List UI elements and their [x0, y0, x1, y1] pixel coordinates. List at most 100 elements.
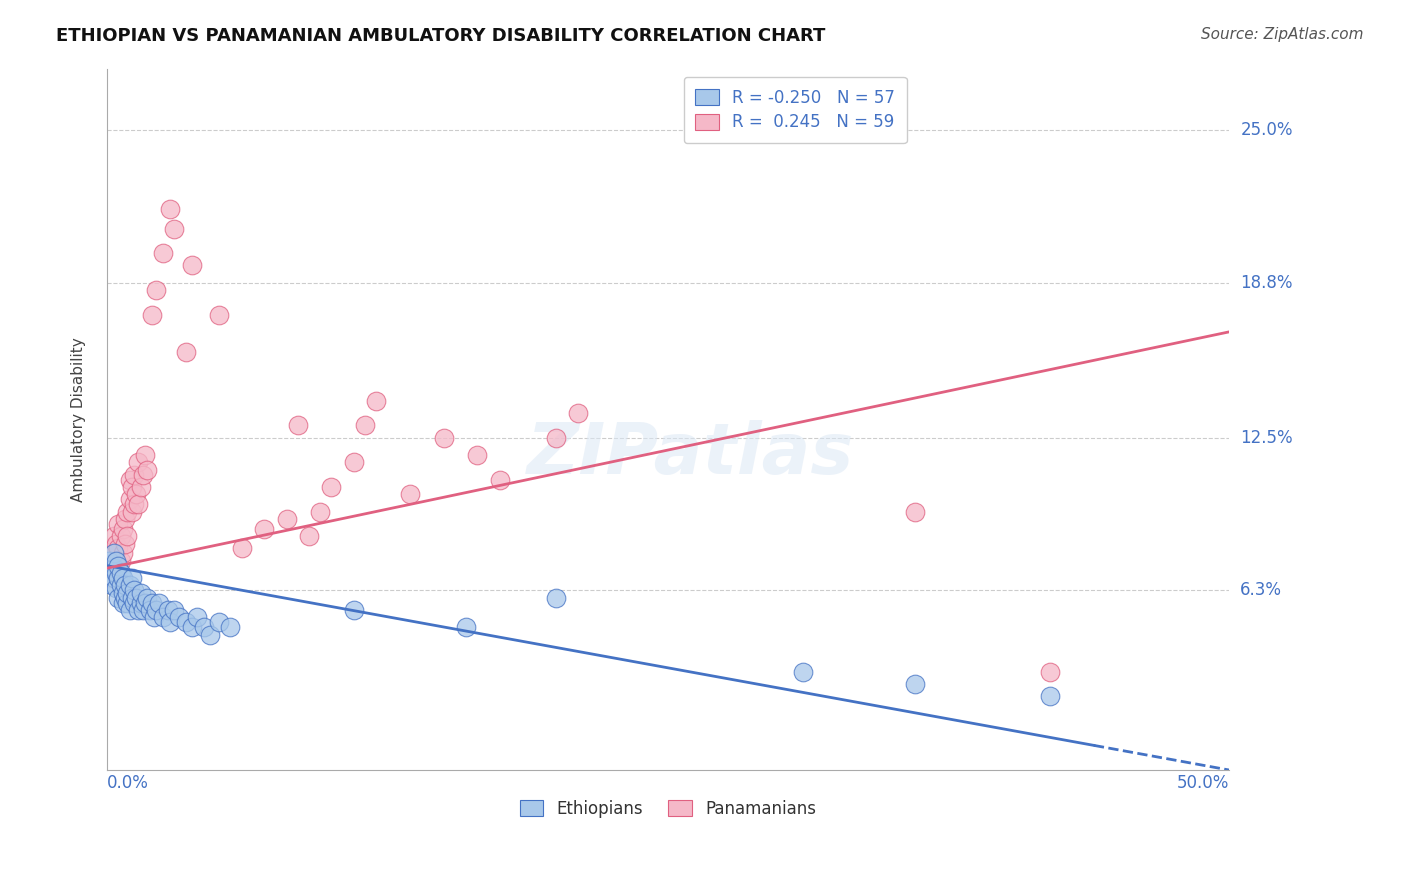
Point: [129, 596, 152, 610]
Point: [231, 541, 253, 556]
Point: [321, 480, 343, 494]
Point: [343, 603, 366, 617]
Text: 6.3%: 6.3%: [1240, 582, 1282, 599]
Point: [110, 529, 132, 543]
Point: [143, 610, 166, 624]
Point: [118, 473, 141, 487]
Text: 25.0%: 25.0%: [1240, 121, 1292, 139]
Text: ETHIOPIAN VS PANAMANIAN AMBULATORY DISABILITY CORRELATION CHART: ETHIOPIAN VS PANAMANIAN AMBULATORY DISAB…: [56, 27, 825, 45]
Point: [98, 554, 121, 568]
Point: [276, 512, 298, 526]
Point: [129, 586, 152, 600]
Point: [193, 620, 215, 634]
Point: [208, 615, 231, 630]
Point: [200, 627, 222, 641]
Point: [122, 583, 145, 598]
Point: [118, 578, 141, 592]
Point: [114, 591, 136, 605]
Point: [253, 522, 276, 536]
Point: [122, 596, 145, 610]
Point: [105, 554, 128, 568]
Point: [163, 603, 186, 617]
Point: [152, 246, 174, 260]
Point: [114, 578, 136, 592]
Point: [309, 504, 332, 518]
Point: [117, 586, 139, 600]
Point: [118, 603, 141, 617]
Point: [111, 596, 134, 610]
Point: [111, 586, 134, 600]
Point: [107, 516, 129, 531]
Point: [544, 431, 567, 445]
Point: [156, 603, 179, 617]
Point: [114, 536, 136, 550]
Point: [219, 620, 242, 634]
Point: [100, 561, 122, 575]
Point: [167, 610, 190, 624]
Point: [181, 620, 204, 634]
Point: [792, 665, 814, 679]
Point: [117, 529, 139, 543]
Point: [544, 591, 567, 605]
Point: [174, 344, 197, 359]
Point: [132, 467, 155, 482]
Point: [129, 480, 152, 494]
Point: [117, 596, 139, 610]
Point: [287, 418, 309, 433]
Point: [343, 455, 366, 469]
Point: [488, 473, 510, 487]
Point: [132, 603, 155, 617]
Point: [105, 536, 128, 550]
Point: [98, 571, 121, 585]
Point: [103, 571, 125, 585]
Point: [110, 554, 132, 568]
Point: [433, 431, 456, 445]
Point: [100, 566, 122, 580]
Point: [118, 492, 141, 507]
Point: [122, 497, 145, 511]
Point: [567, 406, 589, 420]
Point: [138, 603, 160, 617]
Point: [159, 202, 181, 216]
Point: [125, 487, 148, 501]
Point: [186, 610, 208, 624]
Point: [1038, 665, 1060, 679]
Point: [111, 522, 134, 536]
Point: [127, 455, 149, 469]
Point: [111, 571, 134, 585]
Text: 50.0%: 50.0%: [1177, 773, 1229, 791]
Point: [208, 308, 231, 322]
Legend: Ethiopians, Panamanians: Ethiopians, Panamanians: [513, 794, 823, 825]
Point: [366, 393, 388, 408]
Point: [136, 463, 159, 477]
Point: [107, 541, 129, 556]
Point: [103, 566, 125, 580]
Text: ZIPatlas: ZIPatlas: [527, 420, 855, 489]
Point: [100, 541, 122, 556]
Point: [141, 308, 163, 322]
Point: [125, 591, 148, 605]
Point: [110, 566, 132, 580]
Point: [111, 546, 134, 560]
Point: [148, 596, 170, 610]
Point: [465, 448, 488, 462]
Point: [298, 529, 321, 543]
Point: [107, 561, 129, 575]
Point: [904, 677, 927, 691]
Point: [136, 591, 159, 605]
Point: [100, 578, 122, 592]
Point: [134, 448, 156, 462]
Point: [103, 546, 125, 560]
Point: [904, 504, 927, 518]
Point: [105, 581, 128, 595]
Point: [174, 615, 197, 630]
Text: 0.0%: 0.0%: [107, 773, 149, 791]
Point: [152, 610, 174, 624]
Point: [103, 561, 125, 575]
Point: [107, 558, 129, 573]
Point: [145, 283, 167, 297]
Point: [107, 571, 129, 585]
Point: [107, 591, 129, 605]
Point: [127, 603, 149, 617]
Point: [110, 578, 132, 592]
